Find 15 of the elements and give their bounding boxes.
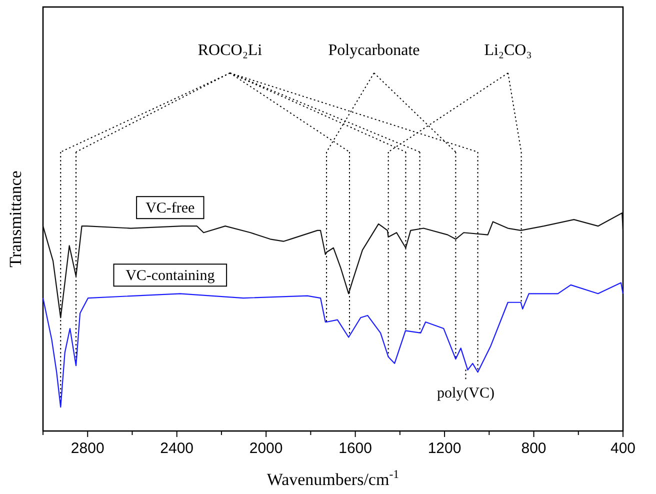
annotation: poly(VC) [436,386,494,402]
x-tick-label: 2800 [70,440,104,457]
x-tick-label: 400 [610,440,636,457]
x-tick-label: 2400 [160,440,194,457]
x-tick-label: 2000 [249,440,283,457]
x-tick-label: 800 [521,440,546,457]
x-tick-label: 1200 [428,440,462,457]
text: Polycarbonate [328,42,420,59]
x-tick-label: 1600 [338,440,372,457]
series-label: VC-free [146,200,196,217]
text: Li₂CO₃ [484,42,532,59]
text: ROCO₂Li [198,42,263,59]
x-axis-title: Wavenumbers/cm$^{-1}$ [266,467,400,489]
y-axis-title: Transmittance [6,170,25,268]
series-label: VC-containing [126,268,216,284]
